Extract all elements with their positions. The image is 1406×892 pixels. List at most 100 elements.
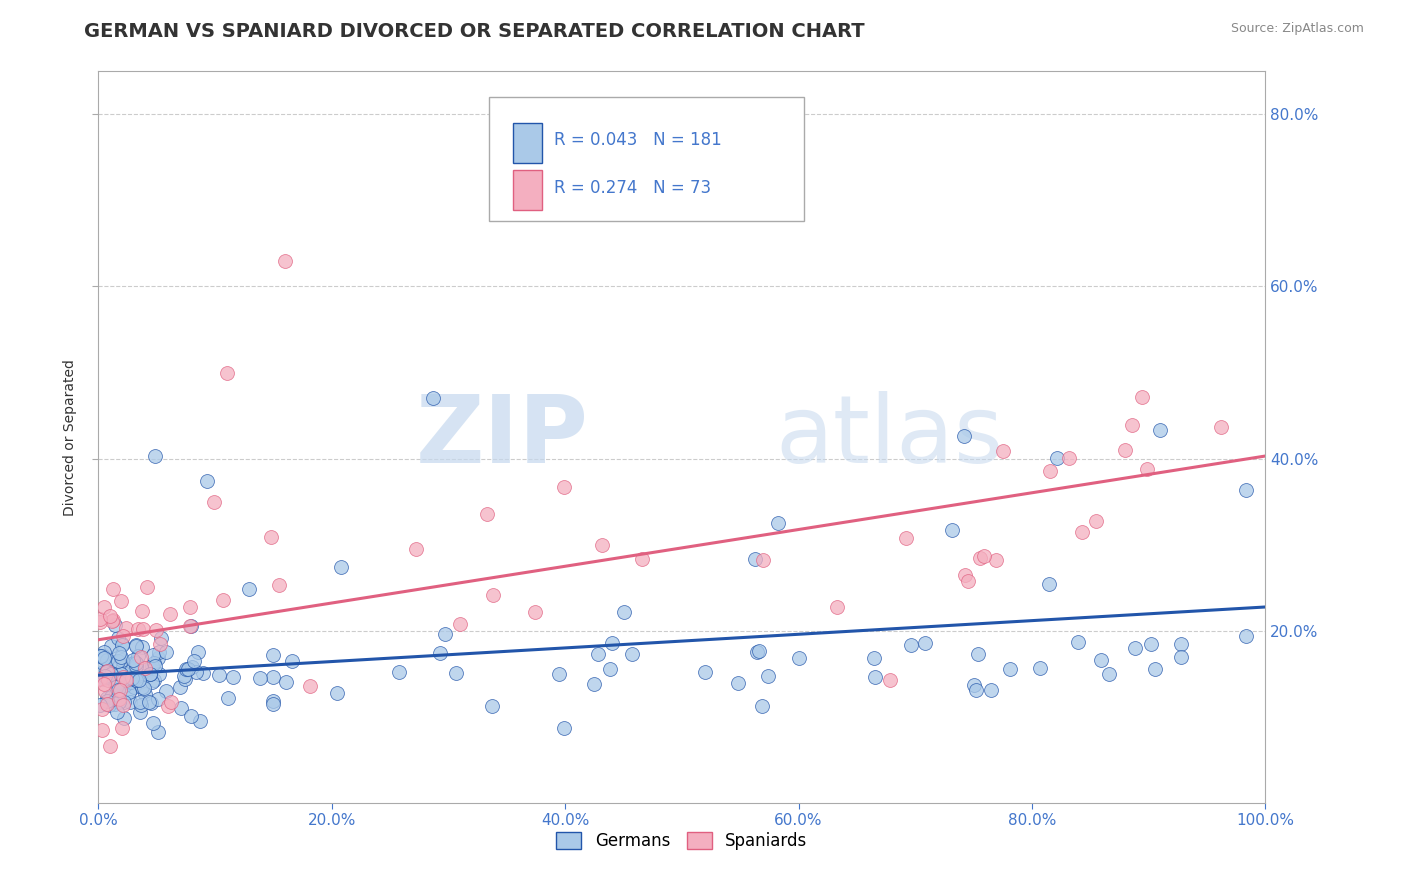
Point: [93, 677, 115, 691]
Point: [429, 646, 451, 660]
Point: [91, 657, 114, 671]
Point: [149, 632, 172, 646]
Point: [1038, 577, 1060, 591]
Point: [444, 665, 467, 680]
Point: [262, 697, 284, 711]
Point: [104, 697, 127, 711]
Point: [143, 449, 166, 463]
Point: [173, 673, 195, 687]
Point: [111, 672, 134, 686]
Text: Source: ZipAtlas.com: Source: ZipAtlas.com: [1230, 22, 1364, 36]
Point: [111, 653, 134, 667]
Point: [176, 663, 198, 677]
Y-axis label: Divorced or Separated: Divorced or Separated: [63, 359, 77, 516]
Point: [107, 682, 129, 697]
Point: [108, 691, 131, 706]
Point: [115, 673, 138, 687]
Point: [122, 664, 145, 678]
Point: [591, 538, 613, 552]
Point: [523, 605, 546, 619]
Point: [112, 711, 135, 725]
Point: [118, 685, 141, 699]
Point: [105, 680, 128, 694]
Point: [90, 702, 112, 716]
Point: [973, 549, 995, 563]
Point: [125, 639, 148, 653]
Point: [134, 681, 156, 696]
Point: [1234, 483, 1257, 497]
Point: [138, 667, 160, 681]
Point: [104, 617, 127, 632]
Point: [269, 578, 291, 592]
Point: [121, 653, 143, 667]
Point: [1046, 450, 1069, 465]
Point: [139, 696, 162, 710]
FancyBboxPatch shape: [489, 97, 804, 221]
Point: [97, 698, 120, 713]
Point: [111, 721, 134, 735]
Point: [98, 739, 121, 754]
Point: [125, 639, 148, 653]
Point: [174, 662, 197, 676]
Point: [131, 681, 153, 695]
Point: [108, 695, 131, 709]
Point: [482, 588, 505, 602]
Point: [179, 600, 201, 615]
Point: [105, 675, 128, 690]
Point: [956, 574, 979, 589]
Point: [900, 638, 922, 652]
Point: [863, 670, 886, 684]
Point: [93, 671, 115, 685]
Point: [91, 673, 114, 687]
Point: [114, 675, 136, 690]
Point: [1140, 637, 1163, 651]
Point: [111, 637, 134, 651]
Point: [148, 645, 170, 659]
Point: [217, 691, 239, 706]
Point: [768, 516, 790, 531]
Point: [998, 662, 1021, 676]
Point: [149, 637, 172, 651]
Point: [105, 706, 128, 720]
Text: ZIP: ZIP: [416, 391, 589, 483]
Point: [101, 613, 124, 627]
Point: [142, 648, 165, 663]
Point: [110, 667, 132, 681]
Point: [274, 253, 297, 268]
Point: [188, 714, 211, 728]
Point: [405, 542, 427, 557]
Point: [1029, 661, 1052, 675]
Point: [146, 651, 169, 665]
Point: [129, 698, 152, 713]
Point: [110, 650, 132, 665]
Point: [276, 674, 298, 689]
Point: [588, 647, 610, 661]
Point: [132, 623, 155, 637]
Point: [744, 551, 766, 566]
Point: [111, 670, 134, 684]
Point: [89, 672, 111, 686]
Bar: [513, 170, 541, 211]
Point: [914, 635, 936, 649]
Point: [825, 599, 848, 614]
Point: [155, 645, 177, 659]
Point: [984, 553, 1007, 567]
Point: [1130, 391, 1153, 405]
Point: [249, 671, 271, 685]
Point: [553, 481, 575, 495]
Point: [329, 559, 352, 574]
Point: [180, 709, 202, 723]
Point: [131, 604, 153, 618]
Point: [103, 674, 125, 689]
Point: [145, 659, 167, 673]
Point: [93, 599, 115, 614]
Point: [695, 665, 717, 679]
Point: [1123, 641, 1146, 656]
Point: [90, 723, 112, 737]
Point: [621, 647, 644, 661]
Point: [179, 619, 201, 633]
Point: [96, 665, 118, 679]
Point: [388, 665, 411, 679]
Point: [132, 669, 155, 683]
Point: [108, 677, 131, 691]
